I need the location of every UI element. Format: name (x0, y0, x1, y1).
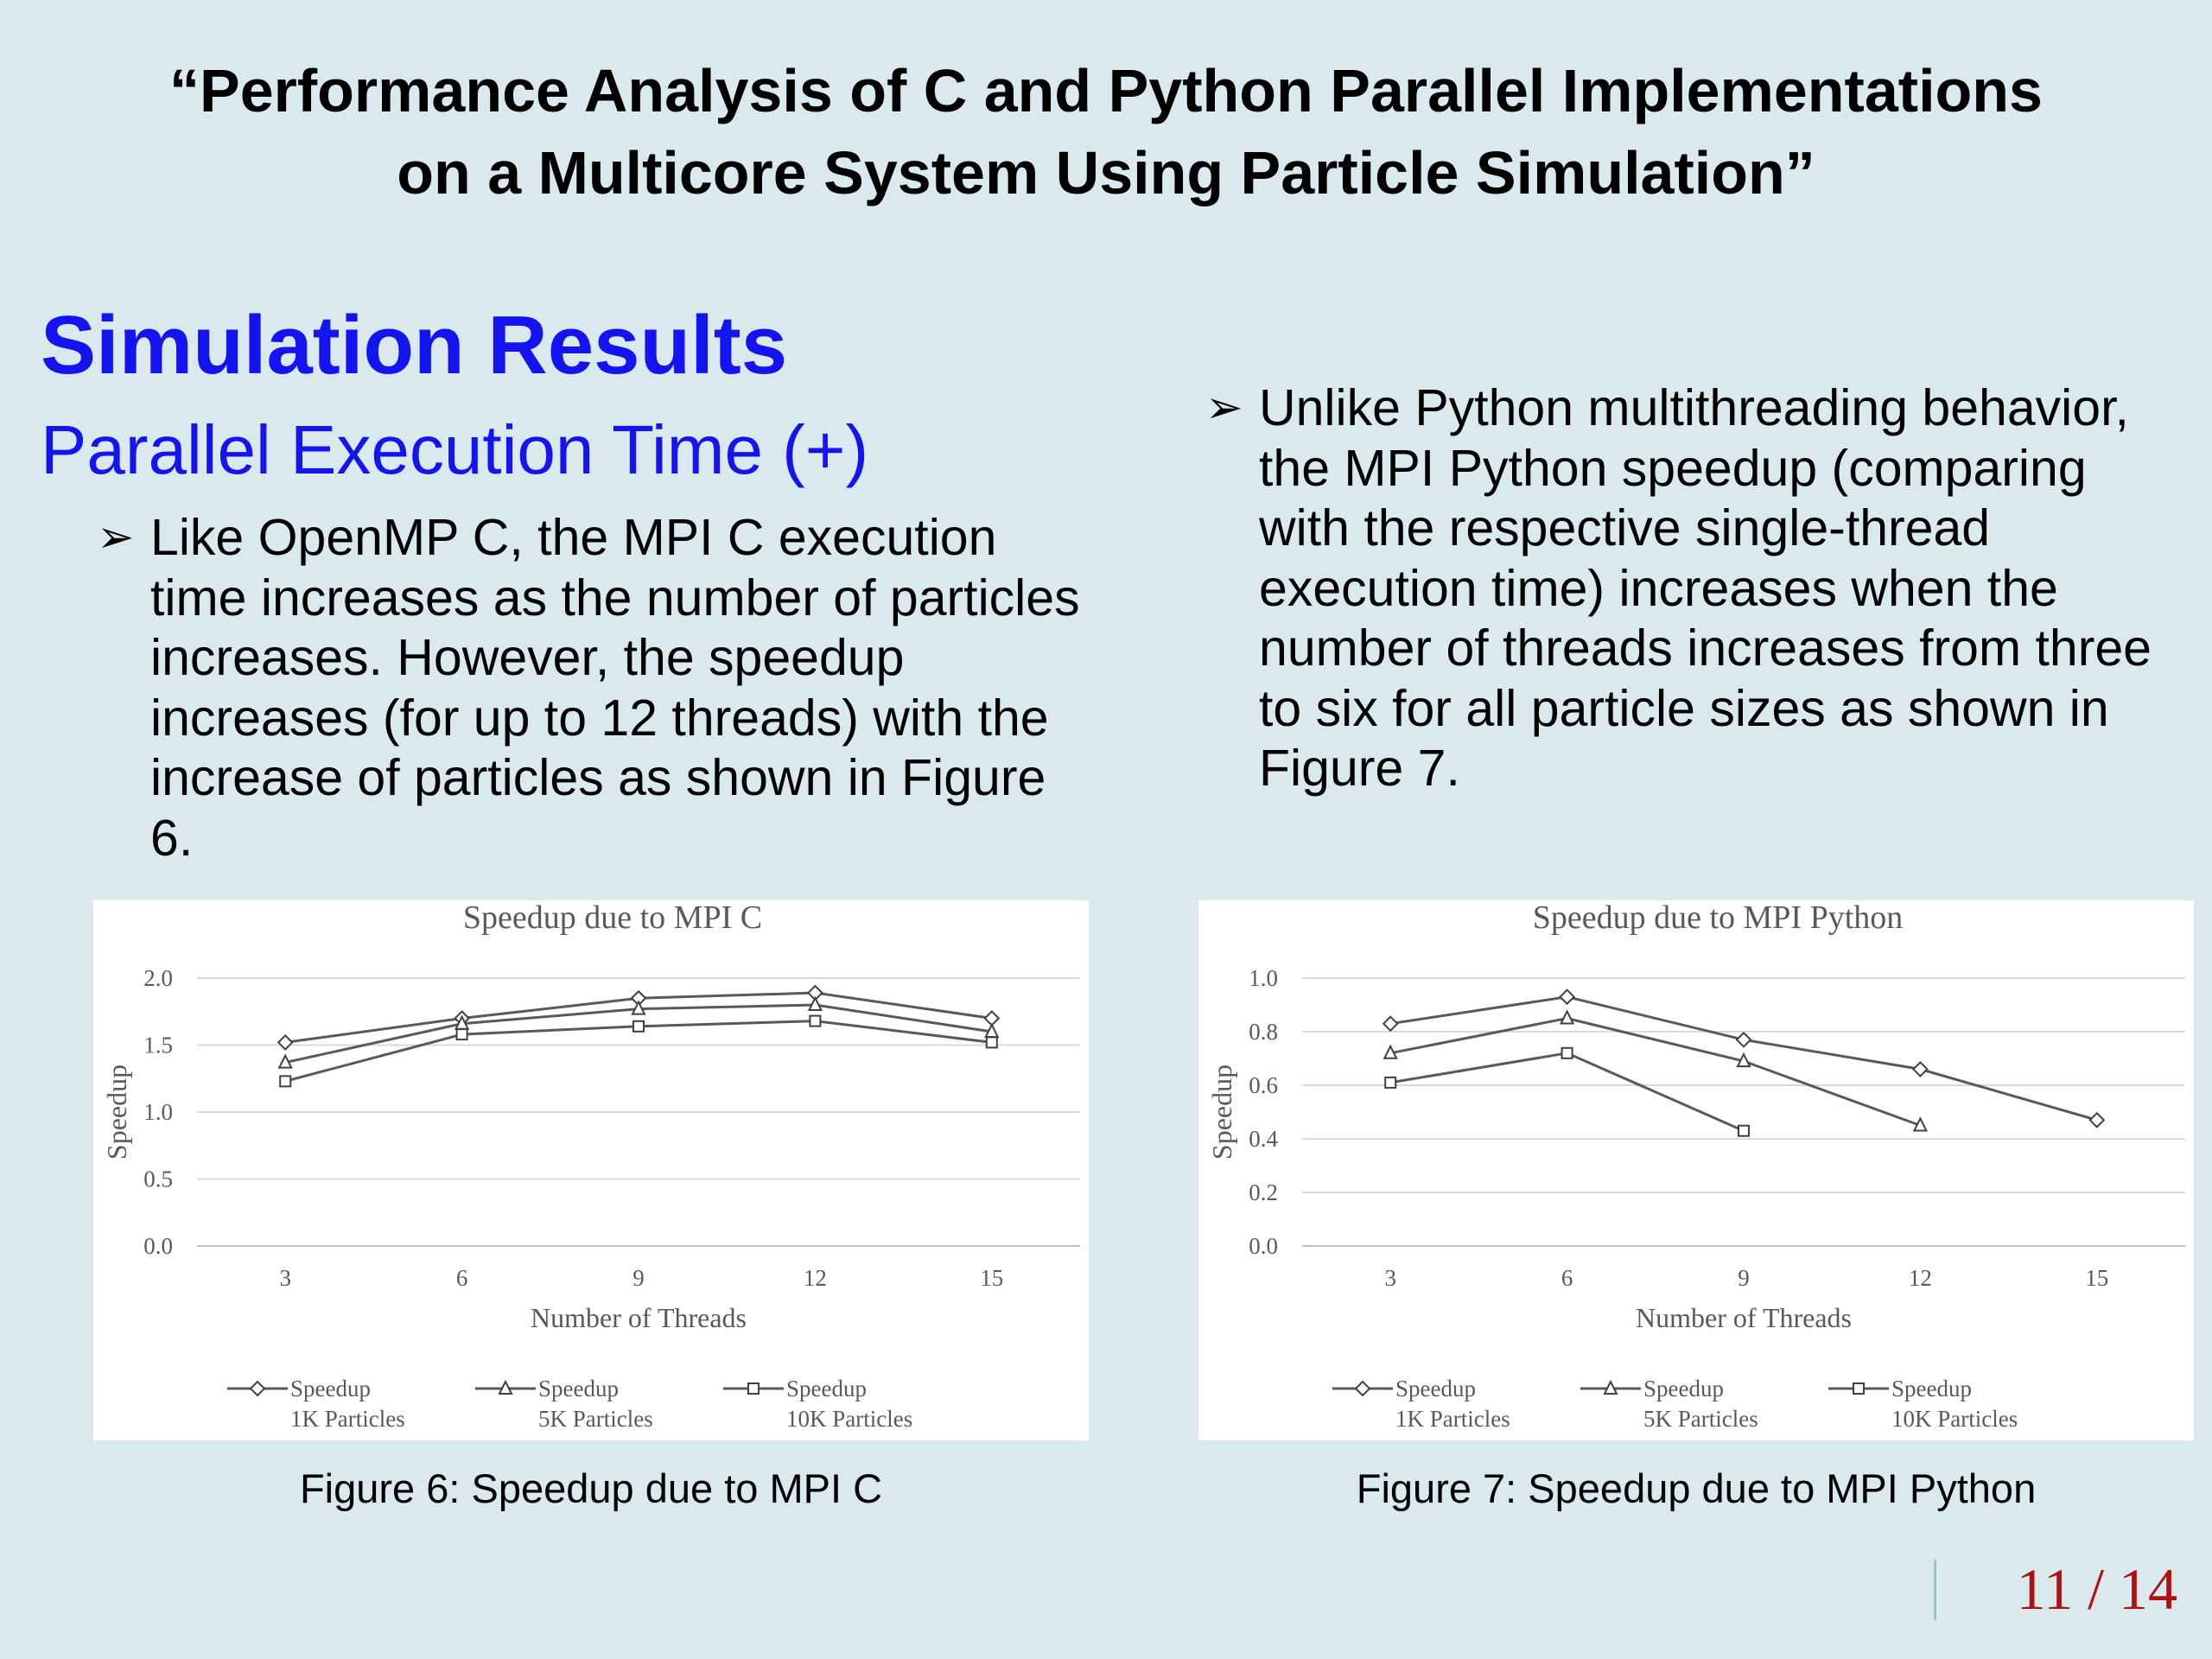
data-point (2088, 1111, 2106, 1128)
y-tick-label: 1.5 (143, 1033, 173, 1058)
x-axis-label: Number of Threads (1636, 1302, 1852, 1333)
legend-label: 1K Particles (290, 1406, 405, 1432)
x-tick-label: 6 (1561, 1265, 1573, 1291)
legend-label: 1K Particles (1395, 1406, 1510, 1432)
legend-label: Speedup (290, 1376, 371, 1402)
legend-label: Speedup (1643, 1376, 1724, 1402)
data-point (632, 1020, 645, 1033)
figure-7-caption: Figure 7: Speedup due to MPI Python (1356, 1465, 2037, 1511)
data-point (1736, 1052, 1751, 1068)
legend-marker (249, 1380, 266, 1397)
data-point (277, 1053, 293, 1069)
section-heading: Simulation Results (41, 299, 788, 391)
data-point (276, 1033, 294, 1051)
slide-title-line-1: “Performance Analysis of C and Python Pa… (169, 57, 2043, 124)
y-tick-label: 0.8 (1249, 1019, 1278, 1045)
legend-label: 10K Particles (1891, 1406, 2018, 1432)
slide-title: “Performance Analysis of C and Python Pa… (35, 50, 2177, 214)
legend-label: 10K Particles (786, 1406, 912, 1432)
y-tick-label: 0.2 (1249, 1179, 1278, 1205)
x-tick-label: 6 (456, 1265, 468, 1291)
arrow-bullet-icon: ➢ (1205, 382, 1243, 434)
x-tick-label: 15 (980, 1265, 1003, 1291)
y-tick-label: 0.0 (1249, 1233, 1278, 1259)
chart-mpi-python: Speedup due to MPI Python 0.0 0.2 0.4 0.6 0.8… (1198, 900, 2194, 1440)
data-point (1384, 1076, 1397, 1089)
x-tick-label: 12 (1909, 1265, 1932, 1291)
data-point (631, 1000, 646, 1015)
page-divider (1934, 1560, 1936, 1620)
y-tick-label: 1.0 (143, 1099, 173, 1125)
y-tick-label: 0.0 (143, 1233, 173, 1259)
slide-title-line-2: on a Multicore System Using Particle Sim… (397, 139, 1815, 207)
legend-label: Speedup (1395, 1376, 1476, 1402)
legend-label: 5K Particles (1643, 1406, 1758, 1432)
data-point (1735, 1031, 1752, 1048)
legend-marker (1603, 1379, 1618, 1395)
data-point (1559, 1009, 1575, 1025)
data-point (1738, 1124, 1750, 1137)
data-point (1382, 1044, 1398, 1059)
bullet-left: ➢ Like OpenMP C, the MPI C execution tim… (97, 508, 1090, 868)
legend-label: Speedup (1891, 1376, 1972, 1402)
legend-label: Speedup (538, 1376, 619, 1402)
x-tick-label: 3 (1384, 1265, 1396, 1291)
x-tick-label: 15 (2085, 1265, 2108, 1291)
arrow-bullet-icon: ➢ (97, 512, 135, 563)
legend-marker (747, 1382, 760, 1395)
y-tick-label: 0.6 (1249, 1072, 1278, 1098)
y-axis-label: Speedup (101, 1065, 132, 1160)
data-point (1560, 1046, 1573, 1059)
legend-label: 5K Particles (538, 1406, 653, 1432)
x-tick-label: 12 (804, 1265, 827, 1291)
y-tick-label: 2.0 (143, 965, 173, 991)
x-tick-label: 3 (279, 1265, 291, 1291)
data-point (1382, 1015, 1399, 1033)
x-axis-label: Number of Threads (531, 1302, 747, 1333)
chart-title: Speedup due to MPI Python (1533, 900, 1904, 936)
page-number: 11 / 14 (2016, 1556, 2177, 1622)
y-tick-label: 1.0 (1249, 965, 1278, 991)
x-tick-label: 9 (1738, 1265, 1750, 1291)
chart-mpi-python-svg: Speedup due to MPI Python 0.0 0.2 0.4 0.6 0.8… (1206, 900, 2185, 1432)
chart-mpi-c: Speedup due to MPI C 0.0 0.5 1.0 1.5 2.0 3 6 9 12… (93, 900, 1089, 1440)
data-point (807, 995, 823, 1011)
series-line (1389, 1052, 1745, 1133)
bullet-right: ➢ Unlike Python multithreading behavior,… (1205, 378, 2173, 799)
y-tick-label: 0.4 (1249, 1126, 1278, 1152)
data-point (1559, 988, 1576, 1006)
data-point (985, 1036, 998, 1049)
legend-marker (1354, 1380, 1371, 1397)
data-point (809, 1014, 822, 1027)
y-tick-label: 0.5 (143, 1166, 173, 1192)
series-line (1389, 1016, 1921, 1127)
chart-mpi-c-svg: Speedup due to MPI C 0.0 0.5 1.0 1.5 2.0 3 6 9 12… (101, 900, 1080, 1432)
chart-title: Speedup due to MPI C (463, 900, 762, 936)
x-tick-label: 9 (632, 1265, 645, 1291)
data-point (1911, 1060, 1929, 1077)
section-subheading: Parallel Execution Time (+) (41, 411, 869, 488)
bullet-left-text: Like OpenMP C, the MPI C execution time … (150, 509, 1080, 867)
bullet-right-text: Unlike Python multithreading behavior, t… (1259, 379, 2152, 797)
data-point (455, 1028, 468, 1041)
legend-label: Speedup (786, 1376, 867, 1402)
y-axis-label: Speedup (1206, 1065, 1237, 1160)
data-point (279, 1075, 292, 1088)
data-point (1912, 1116, 1929, 1132)
figure-6-caption: Figure 6: Speedup due to MPI C (299, 1465, 883, 1511)
legend-marker (498, 1379, 513, 1395)
legend-marker (1853, 1382, 1865, 1395)
